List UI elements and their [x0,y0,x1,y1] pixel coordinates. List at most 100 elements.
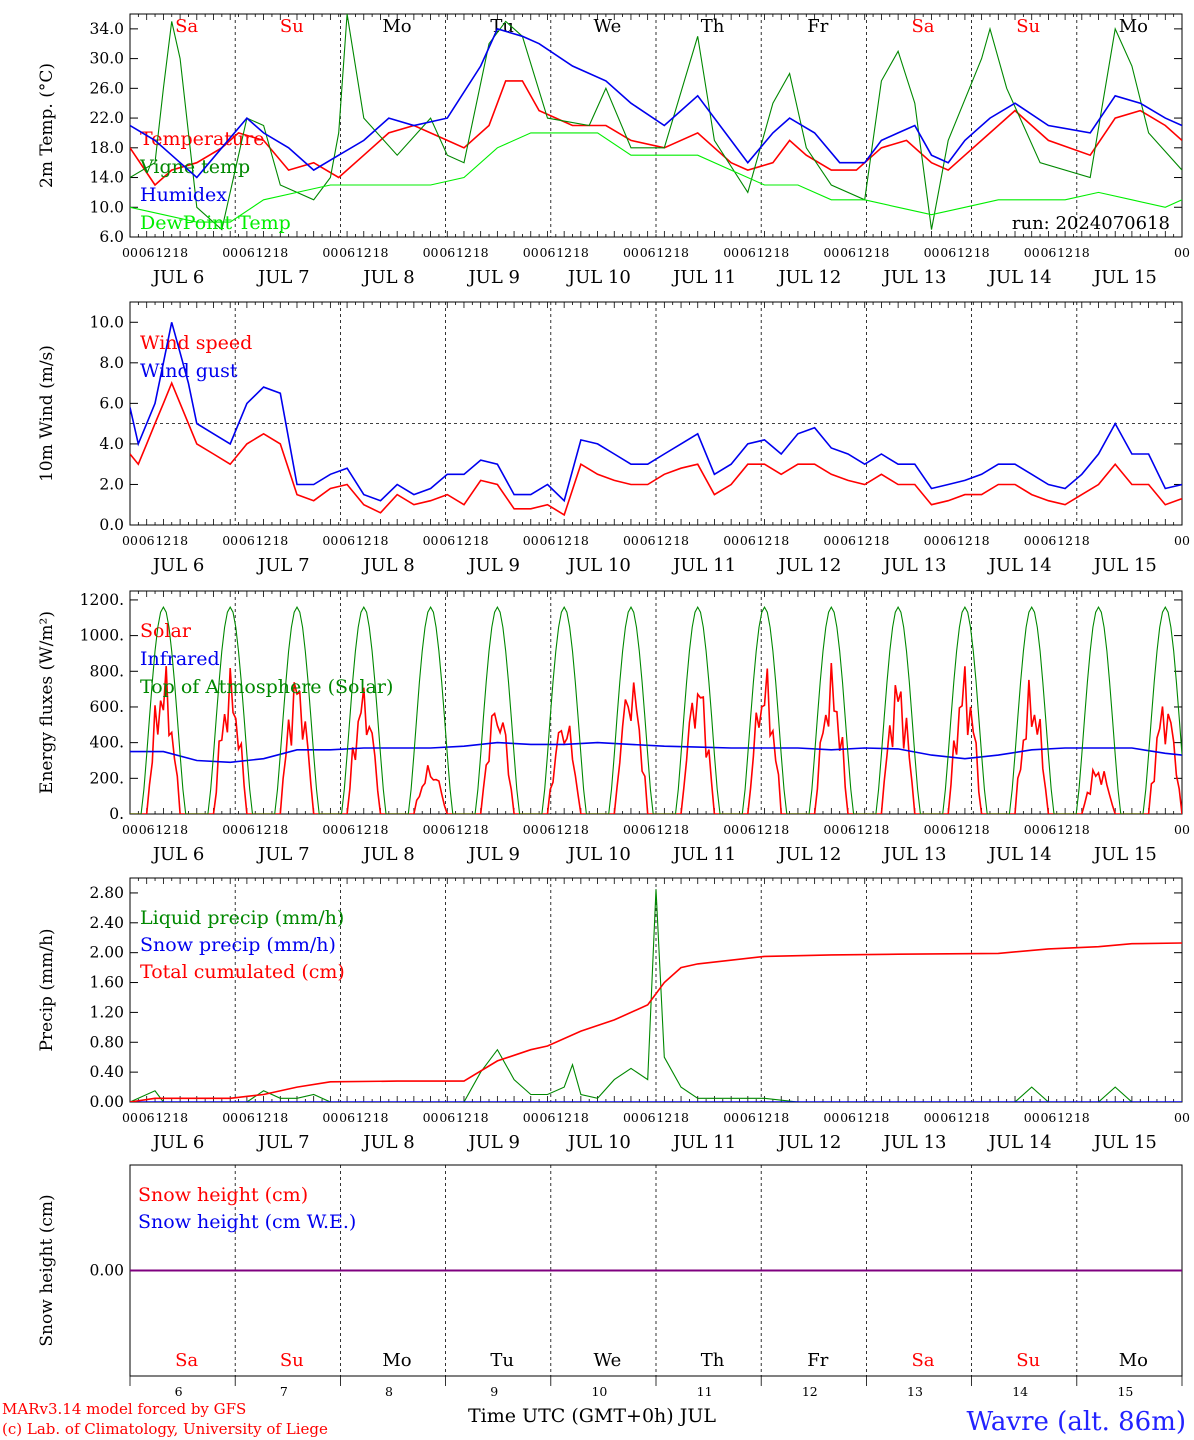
x-date-number: 6 [175,1384,183,1399]
y-tick-label: 600. [89,698,124,716]
x-date-label: JUL 14 [987,1132,1052,1153]
x-hour-label: 12 [356,533,372,548]
x-hour-label: 18 [673,245,689,260]
x-hour-label: 00 [723,1110,739,1125]
x-hour-label: 18 [773,1110,789,1125]
x-date-label: JUL 15 [1092,555,1157,576]
x-hour-label: 00 [823,822,839,837]
x-date-number: 9 [490,1384,498,1399]
day-name: We [594,1350,622,1371]
x-hour-label: 00 [322,822,338,837]
legend-entry: Total cumulated (cm) [140,961,345,983]
x-date-number: 11 [697,1384,713,1399]
series-line [130,132,1182,223]
x-date-label: JUL 10 [566,555,631,576]
x-hour-label: 00 [823,533,839,548]
series-line [130,14,1182,231]
x-hour-label: 00 [122,533,138,548]
x-hour-label: 00 [523,822,539,837]
x-hour-label: 00 [523,1110,539,1125]
x-date-label: JUL 10 [566,1132,631,1153]
x-hour-label: 00 [823,245,839,260]
x-date-number: 7 [280,1384,288,1399]
x-hour-label: 06 [1040,533,1056,548]
x-hour-label: 12 [155,533,171,548]
footer-model: MARv3.14 model forced by GFS [2,1400,246,1418]
x-hour-label: 18 [673,533,689,548]
legend-entry: Snow height (cm W.E.) [138,1211,356,1233]
y-tick-label: 800. [89,662,124,680]
run-label: run: 2024070618 [1012,213,1170,234]
x-hour-label: 00 [924,533,940,548]
x-hour-label: 00 [623,1110,639,1125]
x-date-label: JUL 13 [882,555,947,576]
x-hour-label: 12 [957,1110,973,1125]
x-hour-label: 06 [640,822,656,837]
x-hour-label: 06 [139,1110,155,1125]
x-date-label: JUL 15 [1092,844,1157,865]
x-date-label: JUL 7 [256,267,310,288]
legend-entry: Solar [140,620,192,642]
x-date-number: 12 [802,1384,818,1399]
x-date-label: JUL 14 [987,267,1052,288]
x-hour-label: 18 [373,245,389,260]
series-line [130,27,1182,179]
y-axis-label: 2m Temp. (°C) [37,63,57,188]
x-hour-label: 18 [1074,533,1090,548]
x-hour-label: 06 [139,533,155,548]
x-hour-label: 00 [723,822,739,837]
x-hour-label: 00 [1174,245,1190,260]
y-tick-label: 6.0 [99,228,124,246]
x-hour-label: 06 [640,245,656,260]
day-name: Sa [175,16,198,37]
x-hour-label: 06 [1040,1110,1056,1125]
x-hour-label: 18 [1074,822,1090,837]
y-tick-label: 0.80 [89,1033,124,1051]
x-hour-label: 18 [873,1110,889,1125]
series-line [130,322,1182,503]
x-hour-label: 06 [239,245,255,260]
y-tick-label: 0.0 [99,516,124,534]
x-hour-label: 00 [924,1110,940,1125]
y-tick-label: 34.0 [89,20,124,38]
day-name: Mo [1119,16,1148,37]
x-hour-label: 18 [272,822,288,837]
x-hour-label: 06 [139,245,155,260]
x-hour-label: 00 [423,1110,439,1125]
plot-frame [129,13,1183,238]
y-axis-label: 10m Wind (m/s) [37,345,57,482]
x-hour-label: 12 [757,245,773,260]
x-hour-label: 00 [122,1110,138,1125]
y-tick-label: 0.00 [89,1262,124,1280]
x-hour-label: 12 [256,822,272,837]
x-hour-label: 18 [974,1110,990,1125]
x-date-label: JUL 7 [256,844,310,865]
x-date-label: JUL 10 [566,267,631,288]
x-hour-label: 12 [556,245,572,260]
x-date-label: JUL 11 [671,555,736,576]
legend-entry: Humidex [140,184,227,206]
panels: 34.0 30.0 26.0 22.0 18.0 14.0 10.0 6.0 2m Temp. … [37,13,1190,1399]
x-date-label: JUL 9 [466,1132,520,1153]
x-date-label: JUL 15 [1092,267,1157,288]
day-name: Fr [807,16,828,37]
x-hour-label: 18 [172,533,188,548]
y-tick-label: 22.0 [89,109,124,127]
x-hour-label: 00 [623,245,639,260]
x-hour-label: 18 [974,822,990,837]
x-date-label: JUL 8 [361,844,415,865]
y-tick-label: 1.20 [89,1003,124,1021]
x-hour-label: 18 [573,822,589,837]
x-hour-label: 06 [540,533,556,548]
x-date-number: 13 [907,1384,923,1399]
x-hour-label: 18 [873,245,889,260]
x-hour-label: 00 [1024,245,1040,260]
x-hour-label: 12 [857,245,873,260]
x-hour-label: 12 [1057,822,1073,837]
series-line [130,605,1182,814]
x-date-label: JUL 8 [361,1132,415,1153]
x-hour-label: 06 [840,533,856,548]
day-name: Fr [807,1350,828,1371]
x-hour-label: 12 [356,822,372,837]
legend-entry: Wind gust [140,360,238,382]
